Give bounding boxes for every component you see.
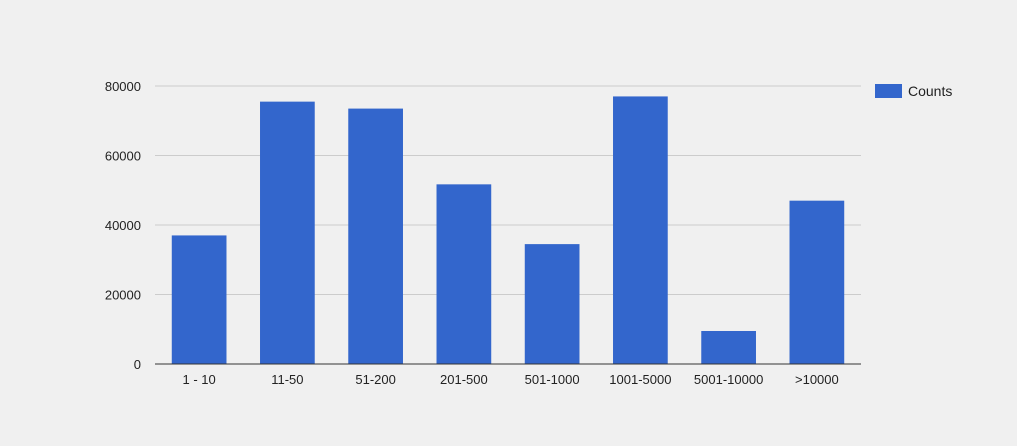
- bar: [348, 108, 403, 365]
- legend: Counts: [875, 83, 952, 99]
- y-tick-label: 20000: [105, 288, 141, 303]
- bar: [789, 200, 845, 364]
- bar: [436, 184, 492, 364]
- x-tick-label: 51-200: [355, 372, 395, 387]
- x-tick-label: 1001-5000: [609, 372, 671, 387]
- bar: [613, 96, 668, 365]
- y-axis-tick-labels: 0 20000 40000 60000 80000: [105, 79, 141, 372]
- bar: [260, 101, 315, 364]
- y-tick-label: 40000: [105, 218, 141, 233]
- x-tick-label: 5001-10000: [694, 372, 763, 387]
- x-tick-label: 201-500: [440, 372, 488, 387]
- bar: [524, 244, 580, 364]
- y-tick-label: 60000: [105, 149, 141, 164]
- x-tick-label: >10000: [795, 372, 839, 387]
- y-tick-label: 0: [134, 357, 141, 372]
- x-tick-label: 1 - 10: [183, 372, 216, 387]
- bar: [701, 330, 756, 364]
- x-tick-label: 501-1000: [525, 372, 580, 387]
- x-tick-label: 11-50: [271, 372, 303, 387]
- bar: [171, 235, 227, 364]
- y-tick-label: 80000: [105, 79, 141, 94]
- legend-label-counts: Counts: [908, 83, 952, 99]
- bars: [171, 96, 845, 365]
- x-axis-tick-labels: 1 - 10 11-50 51-200 201-500 501-1000 1001-500…: [183, 372, 839, 387]
- legend-swatch-counts: [875, 84, 902, 98]
